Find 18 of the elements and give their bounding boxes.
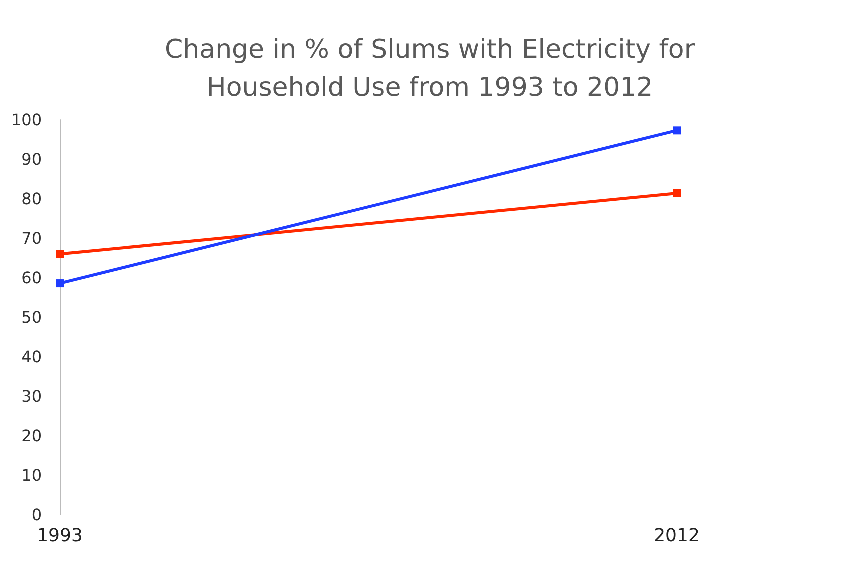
y-tick-label: 30: [22, 387, 42, 406]
point: [673, 126, 681, 135]
x-tick-label: 2012: [654, 526, 700, 546]
y-tick-label: 80: [22, 190, 42, 208]
point: [56, 280, 64, 288]
y-tick-label: 100: [11, 110, 42, 130]
point: [56, 250, 64, 258]
x-tick-label: 1993: [37, 526, 83, 546]
y-tick-label: 0: [32, 506, 42, 524]
y-tick-label: 50: [22, 308, 42, 327]
y-tick-label: 90: [22, 150, 42, 169]
chart-title: Change in % of Slums with Electricity for Household Use from 1993 to 2012: [164, 35, 696, 103]
y-tick-label: 60: [22, 268, 42, 288]
y-tick-label: 70: [22, 229, 42, 248]
point: [673, 189, 681, 198]
y-tick-label: 10: [22, 466, 42, 485]
y-tick-label: 20: [22, 426, 42, 446]
y-tick-label: 40: [22, 348, 42, 366]
